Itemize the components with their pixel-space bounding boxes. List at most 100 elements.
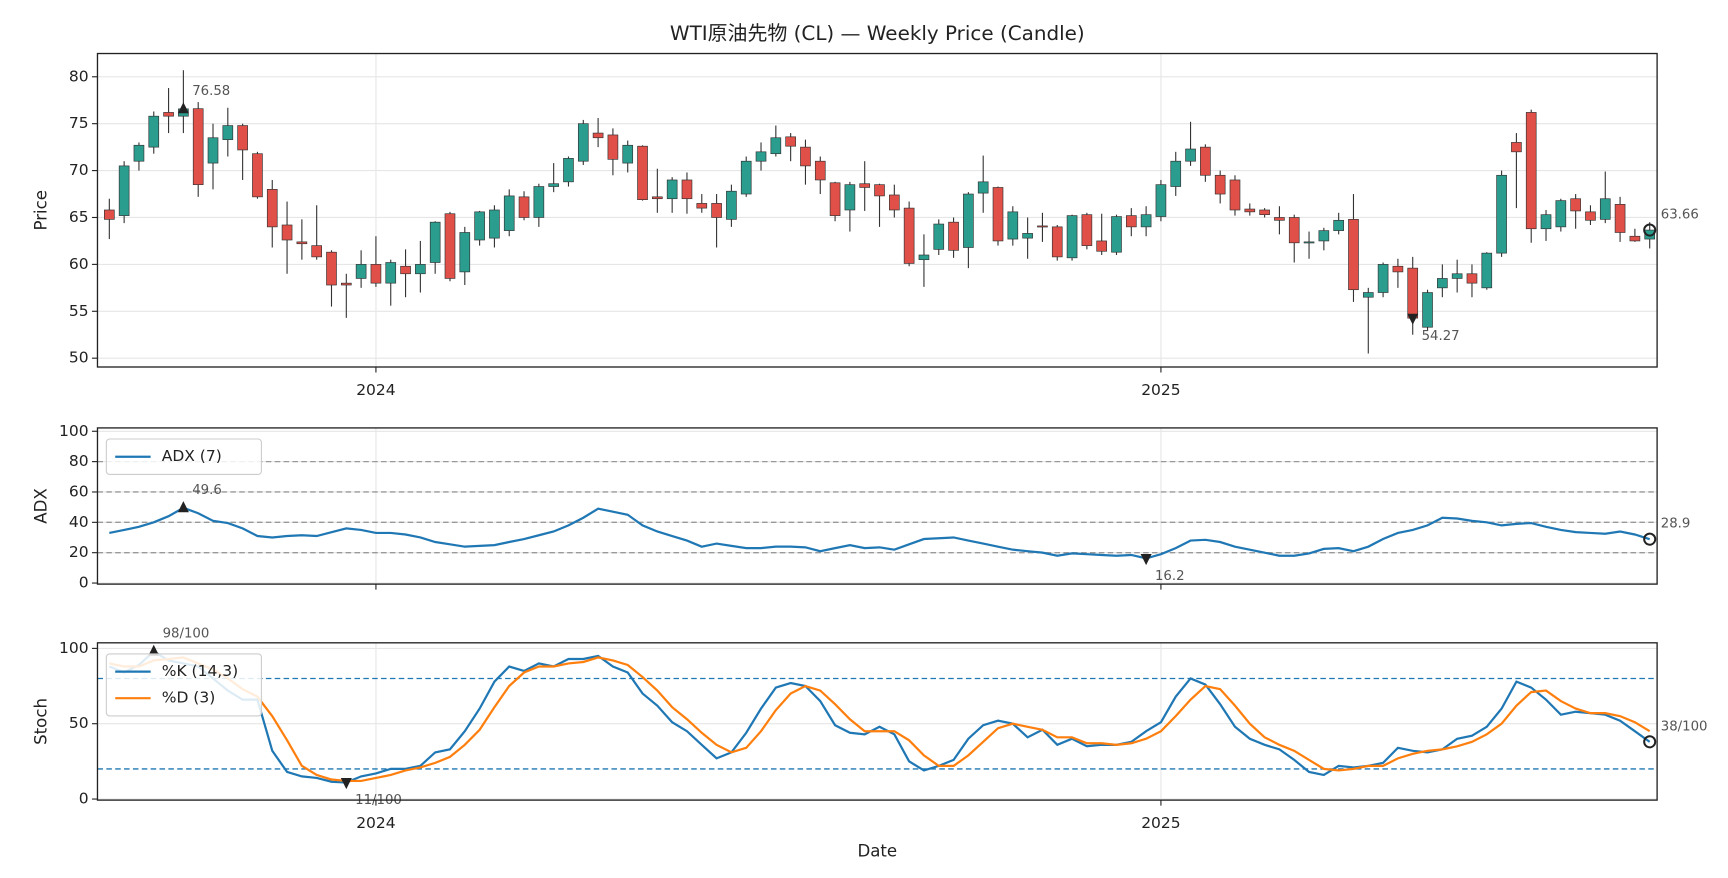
y-tick-label: 60: [69, 255, 89, 273]
candle-body: [1511, 142, 1522, 153]
candle-body: [1096, 240, 1108, 252]
candle-body: [148, 115, 160, 148]
candle-body: [296, 241, 308, 245]
legend-box: [105, 438, 262, 476]
candle-body: [1125, 215, 1137, 228]
candle-body: [933, 223, 945, 250]
candle-body: [104, 209, 115, 220]
candle-body: [652, 196, 663, 200]
candle-body: [607, 134, 619, 160]
candle-body: [1644, 229, 1656, 240]
candle-body: [1051, 226, 1063, 258]
candle-body: [1555, 200, 1567, 228]
plot-frame: [96, 642, 1658, 801]
candle-body: [1525, 112, 1537, 230]
candle-body: [326, 251, 337, 286]
candle-body: [977, 181, 989, 194]
candle-body: [696, 203, 708, 209]
max-marker: [177, 501, 189, 513]
y-tick-label: 50: [69, 349, 89, 367]
candle-body: [252, 153, 263, 198]
candle-body: [400, 265, 411, 275]
candle-body: [1140, 214, 1152, 228]
candle-body: [237, 125, 248, 151]
candle-body: [1170, 160, 1182, 187]
candle-body: [1407, 267, 1419, 319]
y-tick-label: 75: [69, 114, 89, 132]
y-tick-label: 0: [79, 790, 89, 808]
annotation-label: 76.58: [192, 84, 230, 99]
candle-body: [1022, 233, 1033, 239]
y-tick-label: 80: [69, 452, 89, 470]
last-marker: [1643, 223, 1657, 237]
candle-body: [711, 203, 722, 218]
candle-body: [355, 264, 367, 279]
candle-body: [133, 144, 145, 162]
candle-body: [859, 183, 871, 188]
annotation-label: 28.9: [1661, 517, 1691, 532]
y-axis-label: ADX: [32, 488, 51, 524]
candle-body: [1037, 225, 1048, 228]
candle-body: [429, 221, 441, 263]
min-marker: [1407, 313, 1419, 325]
candle-body: [948, 221, 959, 251]
candle-body: [1614, 204, 1626, 233]
series-line: [109, 506, 1651, 560]
y-axis-label: Stoch: [32, 698, 51, 745]
annotation-label: 98/100: [163, 627, 210, 642]
y-tick-label: 20: [69, 543, 89, 561]
candle-body: [622, 144, 634, 164]
min-marker: [340, 778, 352, 790]
x-tick-label: 2024: [356, 814, 395, 832]
candle-body: [637, 145, 648, 200]
candle-body: [874, 184, 885, 197]
x-tick-label: 2024: [356, 381, 395, 399]
candle-body: [800, 146, 811, 167]
candle-body: [1585, 211, 1596, 221]
candle-body: [1214, 174, 1226, 195]
candle-body: [1185, 148, 1196, 162]
candle-body: [503, 195, 515, 231]
candle-body: [207, 137, 219, 164]
y-tick-label: 40: [69, 513, 89, 531]
annotation-label: 49.6: [192, 483, 222, 498]
candle-body: [533, 186, 545, 218]
candle-body: [1362, 292, 1374, 298]
y-tick-label: 100: [59, 422, 89, 440]
candle-body: [1244, 208, 1256, 213]
candle-body: [474, 211, 485, 241]
y-tick-label: 60: [69, 482, 89, 500]
chart-title: WTI原油先物 (CL) — Weekly Price (Candle): [670, 22, 1085, 45]
candle-body: [163, 112, 174, 117]
candle-body: [459, 232, 471, 273]
candle-body: [1274, 217, 1285, 221]
candle-body: [1259, 209, 1270, 216]
y-tick-label: 0: [79, 574, 89, 592]
candle-body: [1392, 265, 1404, 273]
x-axis-label: Date: [857, 842, 897, 861]
candle-body: [518, 196, 530, 218]
candle-body: [118, 165, 130, 216]
y-tick-label: 50: [69, 714, 89, 732]
last-marker: [1643, 532, 1657, 546]
legend-label: ADX (7): [162, 447, 222, 465]
legend-label: %D (3): [162, 689, 216, 707]
candle-body: [918, 254, 930, 261]
series-line: [108, 650, 1651, 784]
candle-body: [592, 132, 604, 139]
candle-body: [311, 245, 323, 258]
legend-box: [105, 653, 262, 717]
candle-body: [266, 189, 278, 228]
last-marker: [1643, 735, 1657, 749]
candle-body: [1200, 146, 1211, 176]
candle-body: [785, 136, 796, 147]
candle-body: [1629, 235, 1641, 242]
candle-body: [222, 125, 234, 140]
candle-body: [1155, 184, 1167, 217]
y-axis-label: Price: [32, 190, 51, 231]
candle-body: [740, 160, 752, 195]
candle-body: [192, 108, 204, 185]
candle-body: [385, 262, 397, 284]
candle-body: [829, 182, 841, 216]
candle-body: [1348, 219, 1359, 291]
